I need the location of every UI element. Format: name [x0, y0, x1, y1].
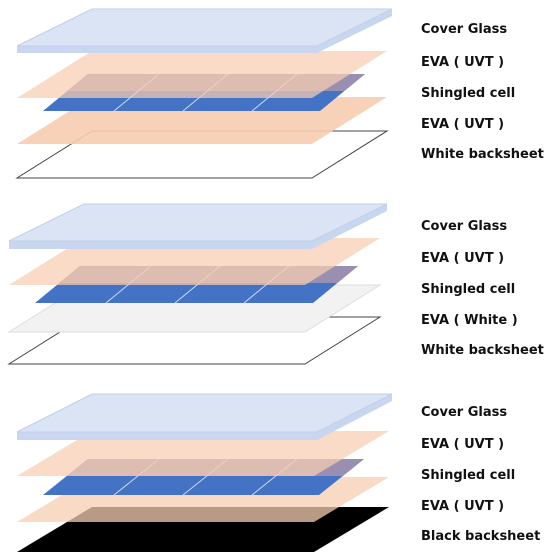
label-eva-lower: EVA ( UVT ) — [421, 117, 505, 132]
label-eva-lower: EVA ( UVT ) — [421, 499, 505, 514]
stack-1 — [15, 8, 393, 179]
cover-glass-layer — [16, 8, 393, 53]
eva-uvt-upper-layer — [17, 431, 389, 476]
stack-2 — [7, 203, 388, 365]
label-shingled-cell: Shingled cell — [421, 86, 516, 101]
label-shingled-cell: Shingled cell — [421, 282, 516, 297]
label-backsheet: White backsheet — [421, 343, 544, 358]
eva-uvt-upper-layer — [17, 51, 387, 98]
cover-glass-layer — [16, 393, 393, 440]
stack-3 — [16, 393, 393, 552]
label-eva-upper: EVA ( UVT ) — [421, 437, 505, 452]
label-backsheet: White backsheet — [421, 147, 544, 162]
label-backsheet: Black backsheet — [421, 529, 541, 544]
label-cover-glass: Cover Glass — [421, 22, 508, 37]
label-shingled-cell: Shingled cell — [421, 468, 516, 483]
label-eva-upper: EVA ( UVT ) — [421, 55, 505, 70]
eva-uvt-upper-layer — [9, 238, 380, 285]
label-eva-upper: EVA ( UVT ) — [421, 251, 505, 266]
cover-glass-layer — [8, 203, 388, 249]
label-cover-glass: Cover Glass — [421, 219, 508, 234]
label-eva-white: EVA ( White ) — [421, 313, 518, 328]
label-cover-glass: Cover Glass — [421, 405, 508, 420]
